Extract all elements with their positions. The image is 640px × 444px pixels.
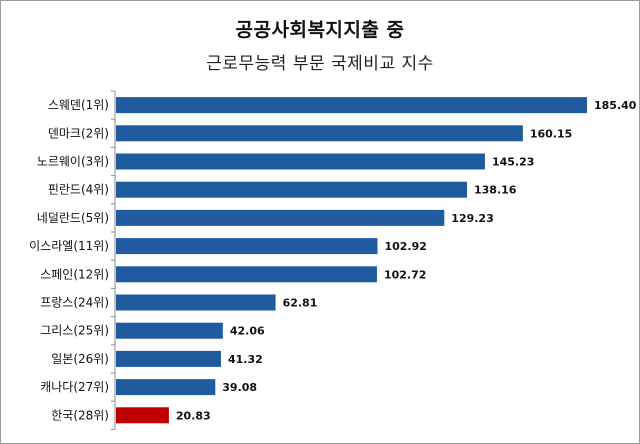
value-label-1: 160.15: [530, 127, 572, 140]
chart-subtitle: 근로무능력 부문 국제비교 지수: [206, 54, 434, 74]
value-label-6: 102.72: [384, 268, 426, 281]
bar-5: [116, 238, 378, 255]
value-label-7: 62.81: [283, 297, 318, 310]
category-label-4: 네덜란드(5위): [37, 211, 109, 225]
value-label-8: 42.06: [230, 325, 265, 338]
chart-title: 공공사회복지지출 중: [235, 19, 405, 41]
value-label-11: 20.83: [176, 409, 211, 422]
category-label-10: 캐나다(27위): [40, 380, 109, 394]
category-ticks: [111, 90, 115, 430]
category-label-2: 노르웨이(3위): [37, 155, 109, 169]
bar-9: [116, 350, 221, 367]
value-label-4: 129.23: [451, 212, 493, 225]
category-label-11: 한국(28위): [51, 408, 109, 422]
category-label-0: 스웨덴(1위): [48, 98, 109, 112]
value-label-9: 41.32: [228, 353, 263, 366]
category-label-3: 핀란드(4위): [48, 183, 109, 197]
bar-1: [116, 125, 523, 142]
bar-11: [116, 407, 169, 424]
bar-6: [116, 266, 377, 283]
bar-10: [116, 379, 216, 396]
value-label-3: 138.16: [474, 184, 517, 197]
category-labels: 스웨덴(1위) 덴마크(2위) 노르웨이(3위) 핀란드(4위) 네덜란드(5위) 이스라…: [29, 98, 109, 422]
value-label-5: 102.92: [384, 240, 426, 253]
bar-7: [116, 294, 276, 311]
bar-4: [116, 209, 445, 226]
category-label-1: 덴마크(2위): [48, 126, 109, 140]
value-labels: 185.40 160.15 145.23 138.16 129.23 102.92 102.…: [176, 99, 637, 422]
category-label-8: 그리스(25위): [40, 324, 109, 338]
bars: [116, 97, 587, 424]
category-label-9: 일본(26위): [51, 352, 109, 366]
value-label-2: 145.23: [492, 156, 534, 169]
category-label-5: 이스라엘(11위): [29, 239, 109, 253]
value-label-10: 39.08: [222, 381, 257, 394]
bar-8: [116, 322, 223, 339]
bar-0: [116, 97, 587, 114]
category-label-6: 스페인(12위): [40, 267, 109, 281]
category-label-7: 프랑스(24위): [40, 296, 109, 310]
bar-3: [116, 181, 467, 198]
bar-2: [116, 153, 485, 170]
value-label-0: 185.40: [594, 99, 637, 112]
